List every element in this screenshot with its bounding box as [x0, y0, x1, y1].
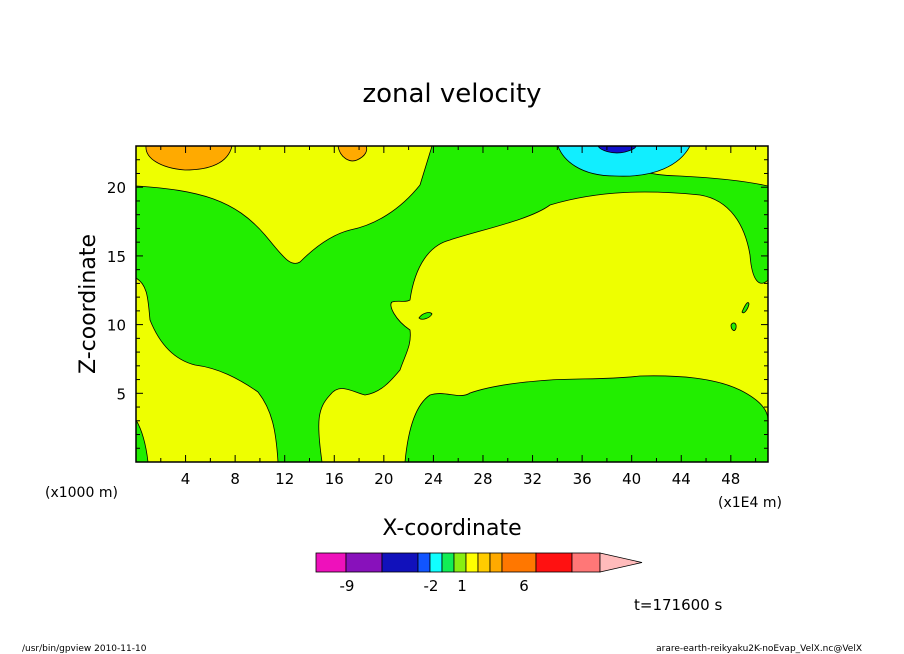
y-tick-label: 15 — [107, 248, 126, 266]
colorbar-segment — [441, 552, 455, 573]
x-tick-label: 12 — [275, 470, 294, 488]
colorbar-segment — [429, 552, 443, 573]
contour-region — [404, 375, 768, 462]
y-axis-label: Z-coordinate — [76, 234, 101, 374]
x-tick-label: 8 — [230, 470, 240, 488]
colorbar-segment — [417, 552, 431, 573]
y-tick-label: 10 — [107, 317, 126, 335]
x-axis-label: X-coordinate — [382, 516, 521, 541]
chart-title: zonal velocity — [362, 79, 541, 109]
x-scale-note: (x1E4 m) — [718, 495, 782, 511]
colorbar-segment — [501, 552, 537, 573]
colorbar: -9 -2 1 6 — [315, 552, 643, 595]
contour-region — [597, 146, 637, 154]
y-tick-label: 20 — [107, 179, 126, 197]
colorbar-segment — [381, 552, 419, 573]
colorbar-label: -2 — [424, 577, 439, 595]
colorbar-label: -9 — [340, 577, 355, 595]
colorbar-label: 1 — [457, 577, 467, 595]
colorbar-segment — [535, 552, 573, 573]
time-label: t=171600 s — [634, 596, 722, 614]
y-scale-note: (x1000 m) — [45, 485, 118, 501]
contour-region — [136, 419, 149, 462]
contour-regions — [136, 146, 768, 462]
x-tick-label: 28 — [473, 470, 492, 488]
x-tick-label: 36 — [573, 470, 592, 488]
x-tick-label: 4 — [181, 470, 191, 488]
footer-right: arare-earth-reikyaku2K-noEvap_VelX.nc@Ve… — [656, 644, 862, 654]
x-tick-label: 24 — [424, 470, 443, 488]
x-tick-label: 20 — [374, 470, 393, 488]
contour-region — [418, 312, 433, 320]
colorbar-label: 6 — [519, 577, 529, 595]
x-tick-label: 48 — [721, 470, 740, 488]
plot-frame — [135, 145, 769, 463]
colorbar-segment — [465, 552, 479, 573]
colorbar-segment — [315, 552, 347, 573]
y-tick-label: 5 — [116, 385, 126, 403]
colorbar-segment — [571, 552, 601, 573]
x-tick-label: 40 — [622, 470, 641, 488]
colorbar-arrow — [599, 552, 643, 573]
contour-region — [145, 146, 233, 171]
contour-region — [136, 146, 768, 462]
colorbar-segment — [345, 552, 383, 573]
footer-left: /usr/bin/gpview 2010-11-10 — [22, 644, 147, 654]
colorbar-segment — [453, 552, 467, 573]
colorbar-segment — [489, 552, 503, 573]
x-tick-label: 32 — [523, 470, 542, 488]
contour-region — [730, 322, 737, 331]
x-tick-label: 44 — [672, 470, 691, 488]
colorbar-segment — [477, 552, 491, 573]
x-tick-label: 16 — [325, 470, 344, 488]
contour-region — [741, 302, 750, 314]
contour-region — [557, 146, 691, 177]
